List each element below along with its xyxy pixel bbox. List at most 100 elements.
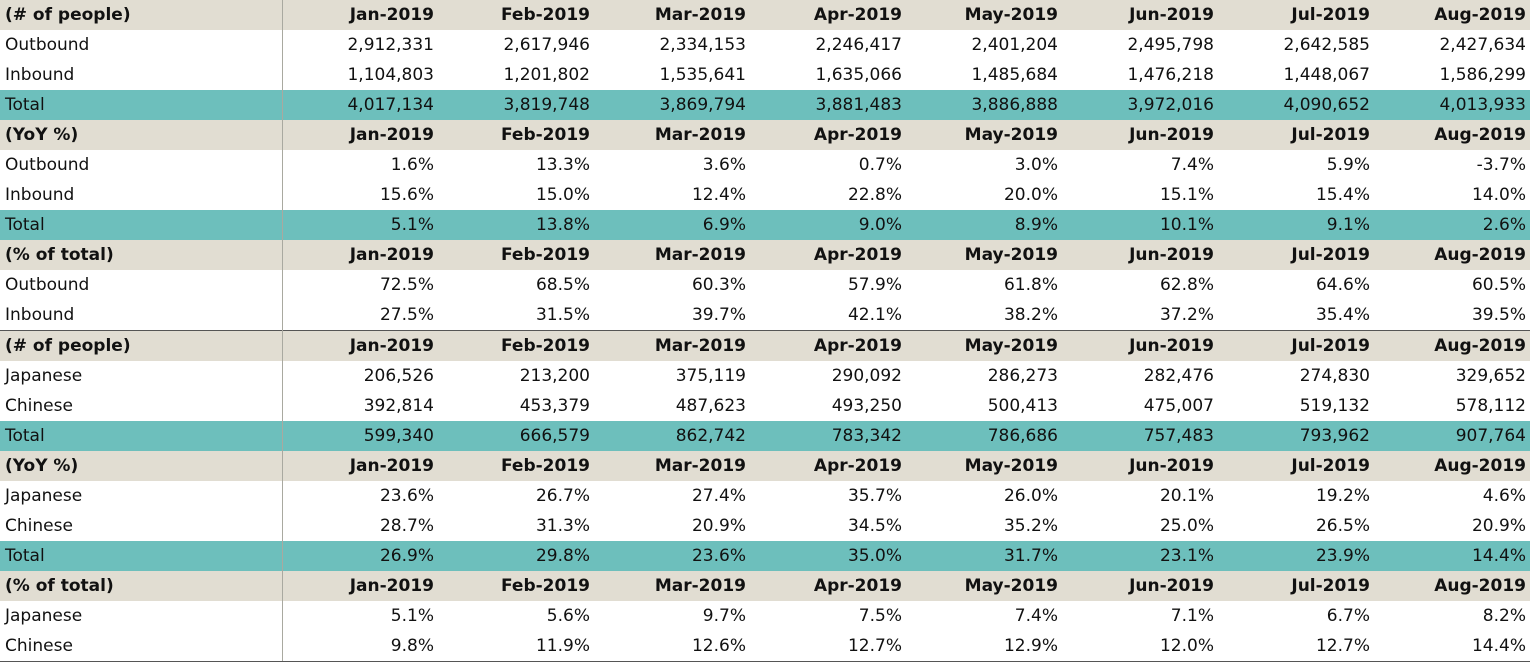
total-row: Total 4,017,134 3,819,748 3,869,794 3,881,48…	[0, 90, 1530, 120]
value-cell: 9.0%	[750, 210, 906, 240]
month-header-cell: May-2019	[906, 240, 1062, 270]
month-header-cell: May-2019	[906, 120, 1062, 150]
value-cell: 3,972,016	[1062, 90, 1218, 120]
value-cell: 4.6%	[1482, 486, 1526, 506]
row-label: Outbound	[0, 270, 283, 300]
table-row: Inbound 15.6% 15.0% 12.4% 22.8% 20.0% 15.1% 15.…	[0, 180, 1530, 210]
month-header-cell: Aug-2019	[1374, 451, 1530, 481]
value-cell: 12.7%	[1218, 631, 1374, 662]
month-header-cell: Mar-2019	[594, 0, 750, 30]
value-cell: 6.9%	[594, 210, 750, 240]
value-cell: 475,007	[1143, 396, 1214, 416]
value-cell: 39.5%	[1471, 305, 1526, 325]
table-row: Japanese 206,526 213,200 375,119 290,092 286,…	[0, 361, 1530, 391]
value-cell: 2,246,417	[815, 35, 902, 55]
value-cell: 35.4%	[1315, 305, 1370, 325]
month-header-cell: Jun-2019	[1062, 451, 1218, 481]
row-label: Inbound	[0, 300, 283, 331]
value-cell: 2,401,204	[971, 35, 1058, 55]
month-header-cell: Jul-2019	[1218, 330, 1374, 361]
row-label: Total	[0, 90, 283, 120]
section-header-row: (YoY %) Jan-2019 Feb-2019 Mar-2019 Apr-2019 M…	[0, 120, 1530, 150]
value-cell: 1,635,066	[815, 65, 902, 85]
month-header-cell: Apr-2019	[750, 240, 906, 270]
table-row: Outbound 1.6% 13.3% 3.6% 0.7% 3.0% 7.4% 5.9% -3.…	[0, 150, 1530, 180]
value-cell: 39.7%	[691, 305, 746, 325]
value-cell: 15.0%	[535, 185, 590, 205]
month-header-cell: Jun-2019	[1062, 0, 1218, 30]
month-header-cell: May-2019	[906, 451, 1062, 481]
month-header-cell: Mar-2019	[594, 571, 750, 601]
value-cell: 1,586,299	[1439, 65, 1526, 85]
value-cell: 26.5%	[1315, 516, 1370, 536]
value-cell: 213,200	[519, 366, 590, 386]
value-cell: 500,413	[987, 396, 1058, 416]
value-cell: 12.0%	[1062, 631, 1218, 662]
value-cell: 38.2%	[1003, 305, 1058, 325]
value-cell: 26.9%	[282, 541, 438, 571]
row-label: Total	[0, 210, 283, 240]
value-cell: 9.7%	[702, 606, 746, 626]
month-header-cell: Apr-2019	[750, 0, 906, 30]
value-cell: 1,104,803	[347, 65, 434, 85]
value-cell: 453,379	[519, 396, 590, 416]
value-cell: 0.7%	[858, 155, 902, 175]
value-cell: 14.0%	[1471, 185, 1526, 205]
value-cell: 907,764	[1374, 421, 1530, 451]
month-header-cell: May-2019	[906, 330, 1062, 361]
section-header-row: (% of total) Jan-2019 Feb-2019 Mar-2019 Apr-…	[0, 571, 1530, 601]
value-cell: 10.1%	[1062, 210, 1218, 240]
value-cell: 42.1%	[847, 305, 902, 325]
month-header-cell: Mar-2019	[594, 120, 750, 150]
section-metric-label: (% of total)	[0, 240, 283, 270]
value-cell: 4,090,652	[1218, 90, 1374, 120]
month-header-cell: Jul-2019	[1218, 240, 1374, 270]
value-cell: 31.3%	[535, 516, 590, 536]
value-cell: 12.7%	[750, 631, 906, 662]
value-cell: 20.9%	[691, 516, 746, 536]
table-row: Chinese 9.8% 11.9% 12.6% 12.7% 12.9% 12.0% 12.7…	[0, 631, 1530, 662]
month-header-cell: Aug-2019	[1374, 330, 1530, 361]
month-header-cell: Jul-2019	[1218, 0, 1374, 30]
month-header-cell: Feb-2019	[438, 571, 594, 601]
value-cell: 329,652	[1455, 366, 1526, 386]
value-cell: 23.6%	[594, 541, 750, 571]
month-header-cell: Jan-2019	[282, 240, 438, 270]
value-cell: 72.5%	[379, 275, 434, 295]
section-metric-label: (# of people)	[0, 330, 283, 361]
row-label: Inbound	[0, 180, 283, 210]
value-cell: 27.5%	[379, 305, 434, 325]
value-cell: 5.6%	[546, 606, 590, 626]
value-cell: 290,092	[831, 366, 902, 386]
value-cell: 26.7%	[535, 486, 590, 506]
row-label: Outbound	[0, 150, 283, 180]
value-cell: 13.8%	[438, 210, 594, 240]
value-cell: 15.4%	[1315, 185, 1370, 205]
row-label: Chinese	[0, 631, 283, 662]
value-cell: 7.4%	[1170, 155, 1214, 175]
value-cell: 35.7%	[847, 486, 902, 506]
value-cell: 61.8%	[1003, 275, 1058, 295]
value-cell: 29.8%	[438, 541, 594, 571]
value-cell: 862,742	[594, 421, 750, 451]
value-cell: 2,617,946	[503, 35, 590, 55]
month-header-cell: Jul-2019	[1218, 120, 1374, 150]
value-cell: 12.9%	[906, 631, 1062, 662]
table-row: Japanese 23.6% 26.7% 27.4% 35.7% 26.0% 20.1% 19…	[0, 481, 1530, 511]
value-cell: 2,642,585	[1283, 35, 1370, 55]
value-cell: 3.6%	[702, 155, 746, 175]
value-cell: 60.3%	[691, 275, 746, 295]
value-cell: 2,427,634	[1439, 35, 1526, 55]
table-row: Inbound 1,104,803 1,201,802 1,535,641 1,635,…	[0, 60, 1530, 90]
row-label: Japanese	[0, 361, 283, 391]
value-cell: 666,579	[438, 421, 594, 451]
section-header-row: (% of total) Jan-2019 Feb-2019 Mar-2019 Apr-…	[0, 240, 1530, 270]
value-cell: 23.6%	[379, 486, 434, 506]
value-cell: 786,686	[906, 421, 1062, 451]
row-label: Japanese	[0, 601, 283, 631]
value-cell: 274,830	[1299, 366, 1370, 386]
value-cell: 20.9%	[1471, 516, 1526, 536]
value-cell: 34.5%	[847, 516, 902, 536]
table-row: Chinese 28.7% 31.3% 20.9% 34.5% 35.2% 25.0% 26.…	[0, 511, 1530, 541]
value-cell: 5.1%	[390, 606, 434, 626]
